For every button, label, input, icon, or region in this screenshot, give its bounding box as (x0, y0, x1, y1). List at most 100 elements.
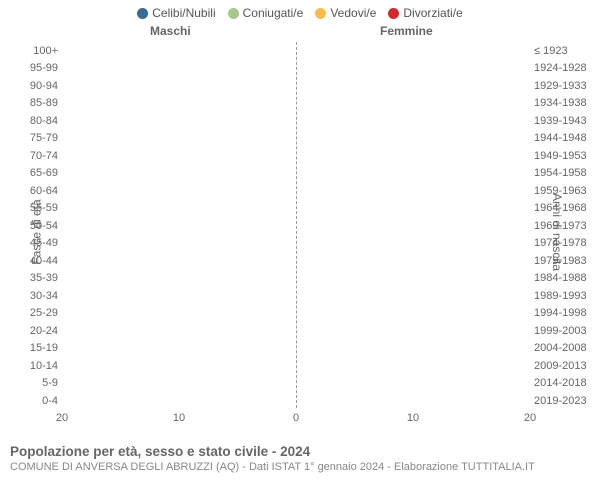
birth-year-label: 1964-1968 (534, 202, 596, 214)
birth-year-label: 1929-1933 (534, 80, 596, 92)
bar-area (62, 306, 530, 322)
legend-label: Celibi/Nubili (152, 6, 215, 20)
age-label: 100+ (18, 45, 58, 57)
male-half (62, 131, 296, 147)
age-label: 95-99 (18, 62, 58, 74)
legend-swatch (315, 8, 326, 19)
female-half (296, 201, 530, 217)
age-label: 90-94 (18, 80, 58, 92)
bar-area (62, 78, 530, 94)
age-label: 0-4 (18, 395, 58, 407)
female-half (296, 113, 530, 129)
age-label: 45-49 (18, 237, 58, 249)
age-row: 55-591964-1968 (62, 200, 530, 218)
age-label: 55-59 (18, 202, 58, 214)
x-tick: 0 (293, 412, 299, 424)
male-half (62, 288, 296, 304)
birth-year-label: 2019-2023 (534, 395, 596, 407)
x-tick: 10 (407, 412, 419, 424)
female-half (296, 358, 530, 374)
birth-year-label: 1924-1928 (534, 62, 596, 74)
birth-year-label: 2009-2013 (534, 360, 596, 372)
male-half (62, 166, 296, 182)
x-tick: 10 (173, 412, 185, 424)
female-half (296, 166, 530, 182)
bar-area (62, 131, 530, 147)
birth-year-label: 1984-1988 (534, 272, 596, 284)
birth-year-label: 2014-2018 (534, 377, 596, 389)
x-tick: 20 (56, 412, 68, 424)
age-label: 35-39 (18, 272, 58, 284)
age-row: 95-991924-1928 (62, 60, 530, 78)
bar-area (62, 218, 530, 234)
male-half (62, 201, 296, 217)
female-half (296, 61, 530, 77)
age-row: 5-92014-2018 (62, 375, 530, 393)
legend: Celibi/Nubili Coniugati/e Vedovi/e Divorzia… (0, 0, 600, 22)
male-half (62, 183, 296, 199)
age-row: 0-42019-2023 (62, 392, 530, 410)
male-half (62, 236, 296, 252)
bar-area (62, 323, 530, 339)
male-half (62, 376, 296, 392)
age-row: 60-641959-1963 (62, 182, 530, 200)
bar-area (62, 61, 530, 77)
birth-year-label: 1999-2003 (534, 325, 596, 337)
female-half (296, 306, 530, 322)
age-row: 30-341989-1993 (62, 287, 530, 305)
male-half (62, 96, 296, 112)
female-half (296, 218, 530, 234)
female-half (296, 78, 530, 94)
bar-area (62, 148, 530, 164)
age-label: 15-19 (18, 342, 58, 354)
bar-area (62, 376, 530, 392)
bar-area (62, 183, 530, 199)
bar-area (62, 393, 530, 409)
legend-label: Divorziati/e (403, 6, 462, 20)
chart-rows: 100+≤ 192395-991924-192890-941929-193385… (62, 42, 530, 408)
female-half (296, 253, 530, 269)
age-row: 70-741949-1953 (62, 147, 530, 165)
legend-swatch (228, 8, 239, 19)
female-half (296, 288, 530, 304)
female-half (296, 43, 530, 59)
x-tick: 20 (524, 412, 536, 424)
legend-item: Coniugati/e (228, 6, 304, 20)
female-half (296, 236, 530, 252)
age-label: 30-34 (18, 290, 58, 302)
female-half (296, 96, 530, 112)
legend-label: Vedovi/e (330, 6, 376, 20)
birth-year-label: 1974-1978 (534, 237, 596, 249)
male-half (62, 78, 296, 94)
age-row: 90-941929-1933 (62, 77, 530, 95)
female-half (296, 131, 530, 147)
birth-year-label: 1944-1948 (534, 132, 596, 144)
bar-area (62, 96, 530, 112)
legend-swatch (137, 8, 148, 19)
age-row: 10-142009-2013 (62, 357, 530, 375)
age-label: 5-9 (18, 377, 58, 389)
birth-year-label: 1989-1993 (534, 290, 596, 302)
legend-swatch (388, 8, 399, 19)
bar-area (62, 271, 530, 287)
legend-label: Coniugati/e (243, 6, 304, 20)
age-row: 45-491974-1978 (62, 235, 530, 253)
male-half (62, 218, 296, 234)
age-row: 75-791944-1948 (62, 130, 530, 148)
chart-footer: Popolazione per età, sesso e stato civil… (0, 442, 600, 475)
age-row: 35-391984-1988 (62, 270, 530, 288)
female-column-header: Femmine (380, 24, 433, 38)
legend-item: Divorziati/e (388, 6, 462, 20)
age-label: 85-89 (18, 97, 58, 109)
female-half (296, 341, 530, 357)
male-half (62, 323, 296, 339)
age-label: 25-29 (18, 307, 58, 319)
age-row: 80-841939-1943 (62, 112, 530, 130)
age-row: 100+≤ 1923 (62, 42, 530, 60)
birth-year-label: 1969-1973 (534, 220, 596, 232)
bar-area (62, 236, 530, 252)
age-row: 15-192004-2008 (62, 340, 530, 358)
bar-area (62, 341, 530, 357)
male-half (62, 253, 296, 269)
female-half (296, 393, 530, 409)
